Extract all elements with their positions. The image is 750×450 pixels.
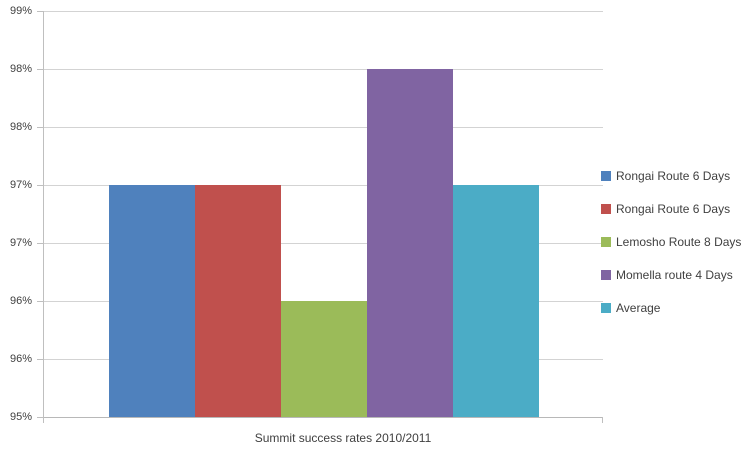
y-axis-tick-label: 98% [9, 63, 32, 75]
legend-label: Lemosho Route 8 Days [616, 234, 742, 249]
bar-2 [281, 301, 367, 417]
bar-1 [195, 185, 281, 417]
y-axis-tick-label: 98% [9, 121, 32, 133]
y-axis-tick-label: 96% [9, 295, 32, 307]
y-axis-line [43, 11, 44, 417]
legend-swatch [601, 269, 611, 280]
bar-3 [367, 69, 453, 417]
gridline [44, 185, 603, 186]
y-axis-tick [37, 243, 43, 244]
legend-label: Average [616, 300, 661, 315]
y-axis-tick-label: 96% [9, 353, 32, 365]
legend-item: Rongai Route 6 Days [601, 200, 731, 216]
gridline [44, 243, 603, 244]
x-axis-category-label: Summit success rates 2010/2011 [254, 431, 432, 445]
legend-item: Rongai Route 6 Days [601, 167, 731, 183]
y-axis-tick [37, 185, 43, 186]
gridline [44, 127, 603, 128]
bar-0 [109, 185, 195, 417]
y-axis-tick [37, 359, 43, 360]
legend-label: Momella route 4 Days [616, 267, 733, 282]
legend-swatch [601, 236, 611, 247]
legend-item: Lemosho Route 8 Days [601, 233, 742, 249]
y-axis-tick [37, 69, 43, 70]
legend-swatch [601, 203, 611, 214]
y-axis-tick-label: 97% [9, 179, 32, 191]
x-axis-tick [43, 417, 44, 423]
legend-swatch [601, 170, 611, 181]
y-axis-tick-label: 97% [9, 237, 32, 249]
y-axis-tick-label: 99% [9, 5, 32, 17]
bar-4 [453, 185, 539, 417]
legend-label: Rongai Route 6 Days [616, 201, 731, 216]
y-axis-tick-label: 95% [9, 411, 32, 423]
y-axis-tick [37, 11, 43, 12]
gridline [44, 11, 603, 12]
x-axis-line [43, 417, 603, 418]
legend-item: Momella route 4 Days [601, 266, 733, 282]
x-axis-tick [602, 417, 603, 423]
legend-swatch [601, 302, 611, 313]
y-axis-tick [37, 417, 43, 418]
y-axis-tick [37, 127, 43, 128]
legend-label: Rongai Route 6 Days [616, 168, 731, 183]
y-axis-tick [37, 301, 43, 302]
legend-item: Average [601, 299, 661, 315]
gridline [44, 69, 603, 70]
